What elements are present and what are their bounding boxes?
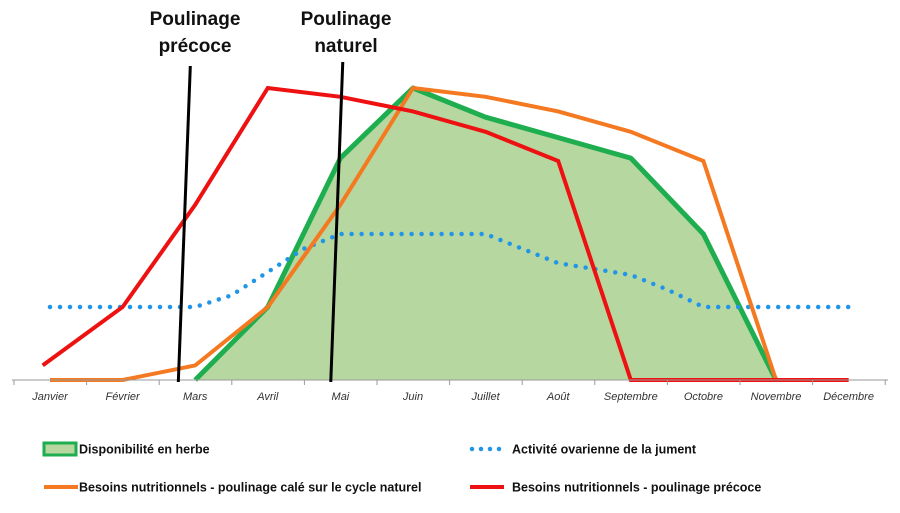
annotation-line: [176, 65, 192, 383]
series-line-2: [50, 85, 849, 382]
legend-label: Disponibilité en herbe: [79, 443, 210, 457]
legend-label: Activité ovarienne de la jument: [512, 443, 697, 457]
x-tick-label: Juin: [402, 391, 423, 403]
annotation-label: naturel: [314, 36, 377, 57]
annot-layer: Poulinage précoce Poulinage naturel: [150, 9, 392, 383]
x-tick-label: Mai: [332, 391, 350, 403]
x-tick-label: Février: [105, 391, 141, 403]
x-tick-label: Juillet: [471, 391, 501, 403]
x-tick-label: Octobre: [684, 391, 723, 403]
x-tick-label: Avril: [256, 391, 279, 403]
x-tick-label: Septembre: [604, 391, 658, 403]
axis-layer: Janvier Février Mars Avril Mai Juin Juillet Aoû…: [12, 379, 888, 403]
annotation-label: Poulinage: [301, 9, 392, 30]
legend-label: Besoins nutritionnels - poulinage calé s…: [79, 481, 421, 495]
x-tick-label: Janvier: [31, 391, 69, 403]
x-tick-label: Décembre: [823, 391, 874, 403]
x-tick-label: Août: [546, 391, 571, 403]
legend-swatch-area: [42, 441, 78, 457]
x-tick-label: Novembre: [751, 391, 802, 403]
annotation-line: [329, 61, 345, 383]
legend-layer: Disponibilité en herbe Activité ovarienne…: [42, 441, 761, 495]
annotation-label: précoce: [159, 36, 232, 57]
x-tick-label: Mars: [183, 391, 208, 403]
series-ovarian-dotted-line: [47, 231, 851, 310]
annotation-label: Poulinage: [150, 9, 241, 30]
series-area-outline: [193, 85, 779, 382]
legend-label: Besoins nutritionnels - poulinage précoc…: [512, 481, 761, 495]
